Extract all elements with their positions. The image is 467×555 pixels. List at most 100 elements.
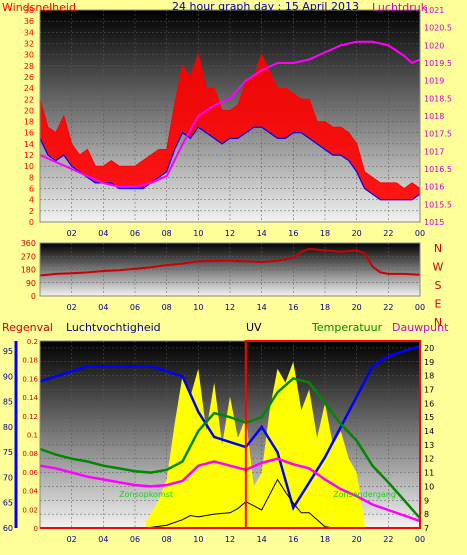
temperature-tick-label: 11 [424,469,434,478]
rain-tick-label: 0.04 [22,488,38,496]
direction-tick-label: 90 [26,279,36,288]
time-tick-label: 14 [257,229,267,238]
wind-tick-label: 24 [24,84,34,93]
uv-box [244,340,421,529]
humidity-axis: 60 65 70 75 80 85 90 95 [3,341,18,533]
pressure-tick-label: 1016 [424,183,444,192]
time-tick-label: 04 [98,535,108,544]
rain-tick-label: 0.06 [22,469,38,477]
time-tick-label: 18 [320,303,330,312]
temperature-series [39,377,421,520]
rain-axis: 0 0.02 0.04 0.06 0.08 0.1 0.12 0.14 0.16 0.18 0.2 [22,338,38,533]
temperature-tick-label: 13 [424,441,434,450]
uv-area-fill [146,361,365,528]
rain-tick-label: 0.16 [22,375,38,383]
temperature-axis: 7 8 9 10 11 12 13 14 15 16 17 18 19 20 [424,344,434,533]
uv-area [146,361,365,528]
wind-tick-label: 38 [24,6,34,15]
humidity-tick-label: 85 [3,398,13,407]
wind-speed-label: Windsnelheid [2,1,76,14]
pressure-series [39,40,421,188]
wind-tick-label: 26 [24,73,34,82]
pressure-tick-label: 1018 [424,112,444,121]
panel1-frame [39,9,421,223]
temperature-tick-label: 15 [424,413,434,422]
time-tick-label: 14 [257,535,267,544]
uv-highlight-box [40,340,421,529]
pressure-tick-label: 1020 [424,41,444,50]
wind-tick-label: 18 [24,118,34,127]
wind-tick-label: 0 [29,218,34,227]
sunrise-label: Zonsopkomst [119,490,173,499]
temperature-tick-label: 18 [424,372,434,381]
time-tick-label: 16 [288,535,298,544]
time-tick-label: 10 [193,535,203,544]
temperature-tick-label: 8 [424,510,429,519]
wind-tick-label: 16 [24,129,34,138]
time-tick-label: 22 [383,229,393,238]
humidity-tick-label: 90 [3,372,13,381]
sunset-label: Zonsondergang [333,490,396,499]
time-tick-label: 18 [320,535,330,544]
temperature-tick-label: 19 [424,358,434,367]
time-tick-label: 20 [352,303,362,312]
rain-label: Regenval [2,321,53,334]
pressure-tick-label: 1019 [424,77,444,86]
time-tick-label: 00 [415,535,425,544]
dewpoint-series [39,457,421,523]
temperature-tick-label: 20 [424,344,434,353]
pressure-tick-label: 1019.5 [424,59,452,68]
time-tick-label: 10 [193,229,203,238]
temperature-tick-label: 17 [424,385,434,394]
chart-title: 24 hour graph day : 15 April 2013 [172,0,359,13]
time-tick-label: 14 [257,303,267,312]
time-tick-label: 06 [130,229,140,238]
temperature-tick-label: 12 [424,455,434,464]
compass-label: S [435,279,442,292]
humidity-tick-label: 60 [3,524,13,533]
rain-tick-label: 0.02 [22,506,38,514]
time-tick-label: 12 [225,303,235,312]
rain-tick-label: 0.2 [27,338,38,346]
time-tick-label: 12 [225,535,235,544]
time-tick-label: 02 [67,303,77,312]
humidity-tick-label: 70 [3,473,13,482]
wind-tick-label: 22 [24,95,34,104]
panel3-series [39,344,421,529]
time-tick-label: 12 [225,229,235,238]
compass-label: N [434,316,442,329]
time-tick-label: 04 [98,303,108,312]
temperature-label: Temperatuur [311,321,383,334]
panel2-series [39,247,421,277]
wind-tick-label: 12 [24,151,34,160]
time-tick-label: 08 [162,535,172,544]
compass-label: E [435,298,442,311]
temperature-tick-label: 14 [424,427,434,436]
temperature-tick-label: 9 [424,496,429,505]
direction-degrees-axis: 0 90 180 270 360 [21,239,36,301]
humidity-tick-label: 65 [3,499,13,508]
wind-tick-label: 4 [29,196,34,205]
time-tick-label: 00 [415,303,425,312]
temperature-tick-label: 16 [424,399,434,408]
dewpoint-label: Dauwpunt [392,321,449,334]
pressure-tick-label: 1015 [424,218,444,227]
wind-tick-label: 28 [24,62,34,71]
time-tick-label: 20 [352,535,362,544]
wind-tick-label: 8 [29,173,34,182]
rain-tick-label: 0 [34,525,38,533]
humidity-series [39,344,421,511]
wind-tick-label: 20 [24,106,34,115]
time-tick-label: 16 [288,303,298,312]
pressure-tick-label: 1016.5 [424,165,452,174]
wind-tick-label: 6 [29,185,34,194]
climate-panel: 00.020.040.060.080.10.120.140.160.180.2 … [2,321,449,544]
wind-tick-label: 14 [24,140,34,149]
wind-tick-label: 10 [24,162,34,171]
compass-label: W [433,261,444,274]
wind-tick-label: 34 [24,28,34,37]
pressure-tick-label: 1017.5 [424,130,452,139]
pressure-tick-label: 1021 [424,6,444,15]
